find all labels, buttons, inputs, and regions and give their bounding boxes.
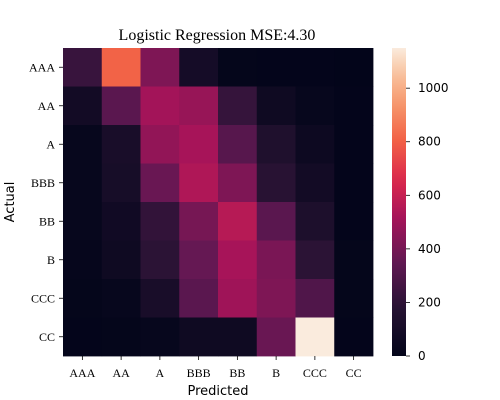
heatmap-cell	[63, 125, 103, 164]
heatmap-cell	[256, 202, 296, 241]
x-tick-label: AA	[112, 366, 130, 380]
heatmap-cell	[334, 279, 374, 318]
x-tick-labels: AAA AA A BBB BB B CCC CC	[69, 356, 362, 380]
heatmap-cell	[256, 125, 296, 164]
heatmap-cell	[140, 48, 180, 87]
heatmap-cell	[256, 86, 296, 126]
heatmap-cell	[295, 48, 335, 87]
heatmap-cell	[101, 86, 141, 126]
heatmap-cell	[179, 240, 219, 280]
heatmap-cells	[63, 48, 374, 357]
heatmap-cell	[256, 279, 296, 318]
y-axis-label: Actual	[3, 182, 18, 223]
heatmap-cell	[140, 163, 180, 203]
heatmap-cell	[256, 163, 296, 203]
heatmap-cell	[218, 240, 258, 280]
heatmap-cell	[140, 240, 180, 280]
heatmap-cell	[140, 202, 180, 241]
heatmap-cell	[334, 163, 374, 203]
heatmap-cell	[295, 279, 335, 318]
heatmap-cell	[334, 48, 374, 87]
heatmap-cell	[140, 317, 180, 357]
heatmap-cell	[218, 202, 258, 241]
y-tick-label: BBB	[31, 176, 55, 190]
heatmap-cell	[140, 279, 180, 318]
heatmap-cell	[218, 163, 258, 203]
heatmap-cell	[63, 317, 103, 357]
heatmap-cell	[295, 125, 335, 164]
heatmap-cell	[101, 240, 141, 280]
colorbar-ticks: 0 200 400 600 800 1000	[406, 81, 449, 363]
x-axis-label: Predicted	[187, 384, 248, 399]
colorbar: 0 200 400 600 800 1000	[392, 48, 449, 363]
x-tick-label: A	[156, 366, 165, 380]
y-tick-label: AA	[38, 99, 56, 113]
heatmap-cell	[179, 48, 219, 87]
heatmap-cell	[140, 86, 180, 126]
x-tick-label: CCC	[303, 366, 327, 380]
heatmap-cell	[101, 163, 141, 203]
colorbar-tick-label: 800	[418, 135, 441, 149]
heatmap-cell	[334, 202, 374, 241]
heatmap-cell	[179, 279, 219, 318]
heatmap-cell	[218, 48, 258, 87]
colorbar-tick-label: 1000	[418, 81, 449, 95]
colorbar-tick-label: 400	[418, 242, 441, 256]
heatmap-cell	[218, 279, 258, 318]
heatmap-cell	[101, 279, 141, 318]
heatmap-cell	[334, 125, 374, 164]
heatmap-cell	[295, 163, 335, 203]
heatmap-cell	[334, 86, 374, 126]
colorbar-tick-label: 200	[418, 295, 441, 309]
heatmap-cell	[256, 317, 296, 357]
y-tick-label: B	[47, 253, 55, 267]
colorbar-gradient	[392, 48, 406, 356]
x-tick-label: BBB	[187, 366, 211, 380]
heatmap-cell	[179, 86, 219, 126]
heatmap-cell	[63, 279, 103, 318]
x-tick-label: BB	[229, 366, 245, 380]
heatmap-cell	[179, 125, 219, 164]
heatmap-cell	[218, 317, 258, 357]
heatmap-cell	[334, 317, 374, 357]
colorbar-tick-label: 600	[418, 188, 441, 202]
heatmap-cell	[101, 125, 141, 164]
colorbar-tick-label: 0	[418, 349, 426, 363]
heatmap-cell	[63, 48, 103, 87]
heatmap-cell	[295, 202, 335, 241]
heatmap-cell	[179, 202, 219, 241]
heatmap-cell	[218, 86, 258, 126]
y-tick-label: CC	[39, 330, 55, 344]
heatmap-cell	[295, 317, 335, 357]
heatmap-cell	[334, 240, 374, 280]
heatmap-cell	[218, 125, 258, 164]
x-tick-label: AAA	[69, 366, 95, 380]
chart-title: Logistic Regression MSE:4.30	[119, 27, 316, 44]
heatmap-cell	[101, 202, 141, 241]
y-tick-label: BB	[39, 214, 55, 228]
y-tick-label: AAA	[29, 60, 55, 74]
heatmap-cell	[101, 48, 141, 87]
x-tick-label: B	[272, 366, 280, 380]
heatmap-cell	[63, 240, 103, 280]
heatmap-cell	[63, 202, 103, 241]
heatmap-cell	[140, 125, 180, 164]
heatmap-cell	[295, 240, 335, 280]
heatmap-cell	[295, 86, 335, 126]
heatmap-cell	[101, 317, 141, 357]
heatmap-cell	[179, 317, 219, 357]
heatmap-cell	[63, 163, 103, 203]
y-tick-label: A	[46, 137, 55, 151]
x-tick-label: CC	[346, 366, 362, 380]
heatmap-cell	[256, 240, 296, 280]
heatmap-cell	[63, 86, 103, 126]
heatmap-cell	[179, 163, 219, 203]
y-tick-label: CCC	[31, 291, 55, 305]
heatmap-cell	[256, 48, 296, 87]
